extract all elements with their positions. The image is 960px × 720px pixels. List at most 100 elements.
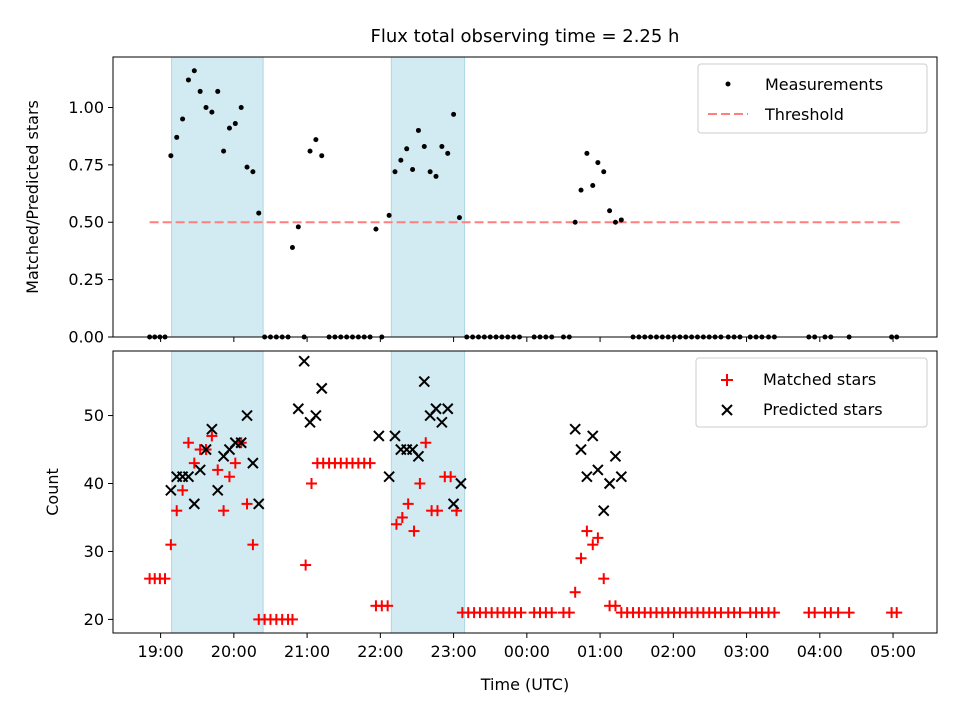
predicted-star-point [609,450,622,463]
legend-predicted-marker [721,404,733,416]
y-tick-label: 20 [84,610,104,629]
bottom-axes-frame [112,350,938,634]
measurement-point [612,219,618,225]
predicted-star-point [592,464,604,476]
predicted-star-point [241,409,253,422]
matched-star-point [305,478,317,490]
predicted-star-point [316,382,328,395]
measurement-point [618,217,624,223]
measurement-point [289,244,295,250]
measurement-point [439,144,445,150]
matched-star-point [171,505,183,517]
top-panel: 0.00 0.25 0.50 0.75 1.00 Matched/Predicted s… [23,56,938,347]
matched-star-point [592,532,604,544]
measurement-point [445,150,451,156]
matched-star-point [414,478,426,490]
measurement-point [601,169,607,175]
predicted-star-point [194,464,206,476]
x-tick-label: 22:00 [357,642,403,661]
measurement-point [185,77,191,83]
x-tick-label: 03:00 [724,642,770,661]
measurement-point [392,169,398,175]
measurement-point [238,104,244,110]
bottom-y-ticks: 20 30 40 50 [84,406,113,629]
predicted-star-point [418,375,430,388]
predicted-star-point [373,430,385,442]
y-tick-label: 30 [84,542,104,561]
matched-star-point [212,464,224,476]
measurement-point [215,88,221,94]
x-tick-label: 23:00 [431,642,477,661]
predicted-star-point [615,471,628,483]
predicted-star-point [247,457,259,469]
matched-star-point [165,539,177,551]
predicted-star-point [389,430,401,442]
top-legend-box [697,63,928,134]
predicted-star-point [253,498,265,510]
measurement-point [595,160,601,166]
predicted-star-point [447,498,460,510]
matched-star-point [159,573,171,585]
y-tick-label: 1.00 [68,98,104,117]
matched-star-point [218,505,230,517]
matched-star-point [408,525,420,537]
shaded-span-1 [171,56,264,338]
shaded-span-2 [390,56,466,338]
matched-star-point [247,539,259,551]
measurement-point [451,111,457,117]
matched-star-point [182,437,194,449]
matched-star-point [581,525,593,537]
x-tick-label: 05:00 [870,642,916,661]
matched-star-point [177,484,189,496]
top-y-ticks: 0.00 0.25 0.50 0.75 1.00 [68,98,113,347]
measurement-point [232,121,238,127]
bottom-legend-box [695,357,928,428]
predicted-star-point [298,355,310,367]
x-tick-label: 01:00 [577,642,623,661]
predicted-star-point [575,443,587,456]
top-axes-frame [112,56,938,338]
measurement-point [250,169,256,175]
matched-star-point [575,552,587,564]
legend-matched-label: Matched stars [763,370,876,389]
matched-star-point [609,600,621,612]
top-shaded-spans [171,56,466,338]
bottom-y-axis-label: Count [43,468,62,516]
y-tick-label: 40 [84,474,104,493]
predicted-star-point [455,477,467,490]
predicted-star-point [206,423,218,435]
matched-star-point [396,511,408,523]
matched-star-point [402,498,414,510]
measurement-point [256,210,262,216]
matched-star-point [768,607,780,619]
y-tick-label: 0.75 [68,155,104,174]
matched-star-point [206,430,218,442]
legend-measurements-label: Measurements [765,75,883,94]
measurement-point [415,127,421,133]
measurement-point [168,153,174,159]
legend-matched-marker [721,374,733,386]
measurement-point [398,157,404,163]
predicted-star-point [200,443,212,456]
matched-star-point [546,607,558,619]
matched-star-point [364,457,376,469]
matched-star-point [229,457,241,469]
matched-star-point [300,559,312,571]
measurement-point [572,219,578,225]
matched-star-point [891,607,903,619]
measurement-point [373,226,379,232]
measurement-point [313,137,319,143]
top-y-axis-label: Matched/Predicted stars [23,100,42,294]
x-tick-label: 20:00 [211,642,257,661]
matched-star-point [587,539,599,551]
x-tick-label: 04:00 [797,642,843,661]
matched-star-point [390,518,402,530]
predicted-star-point [235,437,247,449]
measurement-point [456,215,462,221]
measurement-points [147,68,900,340]
top-legend: Measurements Threshold [697,63,928,134]
matched-star-point [843,607,855,619]
matched-star-point [832,607,844,619]
measurement-point [427,169,433,175]
